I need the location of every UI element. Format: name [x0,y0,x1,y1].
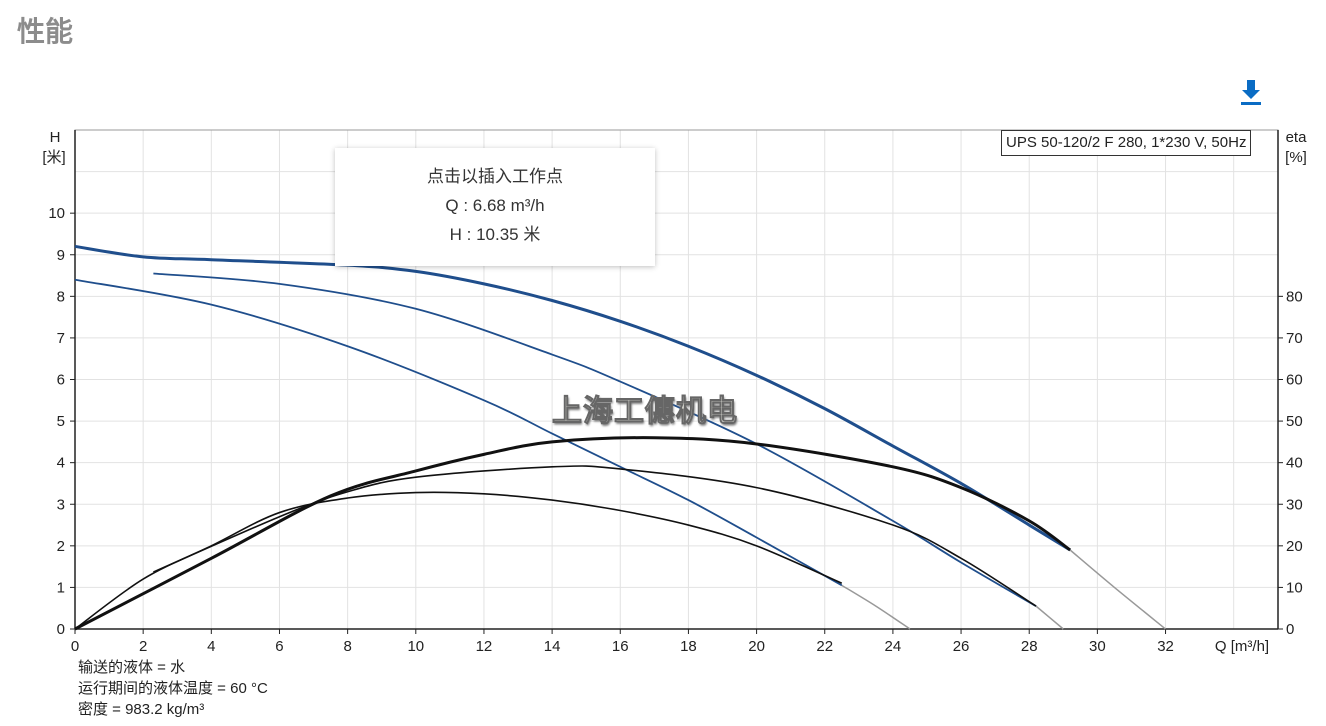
head-curve-2 [153,272,1037,607]
tooltip-hint: 点击以插入工作点 [427,167,563,186]
head-curve-extension-3 [841,584,911,630]
y-tick-label: 4 [57,455,65,472]
x-tick-label: 28 [1021,638,1038,655]
y-tick-label: 1 [57,579,65,596]
eta-curve-2 [153,465,1037,607]
head-curve-3 [74,278,843,587]
x-tick-label: 32 [1157,638,1174,655]
density-note: 密度 = 983.2 kg/m³ [78,701,205,718]
eta-tick-label: 0 [1286,621,1294,638]
eta-tick-label: 10 [1286,579,1303,596]
y-tick-label: 9 [57,247,65,264]
tooltip: 点击以插入工作点 Q : 6.68 m³/h H : 10.35 米 [335,148,655,266]
download-icon[interactable] [1238,78,1264,106]
tooltip-h: H : 10.35 米 [449,225,541,244]
eta-axis-label: eta [1286,129,1308,146]
y-tick-label: 0 [57,621,65,638]
eta-tick-label: 30 [1286,496,1303,513]
page-title: 性能 [17,16,74,47]
y-tick-label: 5 [57,413,65,430]
x-tick-label: 26 [953,638,970,655]
head-curve-extension-1 [1069,549,1167,630]
fluid-note: 输送的液体 = 水 [78,659,186,676]
head-curve-1 [74,244,1071,552]
x-tick-label: 14 [544,638,561,655]
conditions-notes: 输送的液体 = 水 运行期间的液体温度 = 60 °C 密度 = 983.2 k… [78,657,268,720]
eta-axis-unit: [%] [1285,149,1307,166]
x-tick-label: 12 [476,638,493,655]
x-tick-label: 6 [275,638,283,655]
eta-curve-3 [74,491,843,630]
x-axis-label: Q [m³/h] [1215,638,1269,655]
x-tick-label: 2 [139,638,147,655]
tooltip-q: Q : 6.68 m³/h [445,196,545,215]
x-tick-label: 24 [885,638,902,655]
y-axis-label: H [50,129,61,146]
eta-tick-label: 60 [1286,372,1303,389]
legend: UPS 50-120/2 F 280, 1*230 V, 50Hz [1001,130,1252,156]
x-tick-label: 20 [748,638,765,655]
eta-tick-label: 70 [1286,330,1303,347]
eta-curve-1 [74,436,1071,631]
x-tick-label: 0 [71,638,79,655]
eta-tick-label: 20 [1286,538,1303,555]
x-tick-label: 16 [612,638,629,655]
y-tick-label: 10 [48,205,65,222]
y-axis-unit: [米] [42,149,65,166]
x-tick-label: 4 [207,638,215,655]
x-tick-label: 30 [1089,638,1106,655]
eta-tick-label: 80 [1286,288,1303,305]
x-tick-label: 18 [680,638,697,655]
x-tick-label: 10 [407,638,424,655]
y-tick-label: 7 [57,330,65,347]
x-tick-label: 8 [343,638,351,655]
eta-tick-label: 40 [1286,455,1303,472]
y-tick-label: 6 [57,372,65,389]
x-tick-label: 22 [816,638,833,655]
y-tick-label: 2 [57,538,65,555]
head-curve-extension-2 [1035,605,1064,630]
eta-tick-label: 50 [1286,413,1303,430]
y-tick-label: 3 [57,496,65,513]
y-tick-label: 8 [57,288,65,305]
temperature-note: 运行期间的液体温度 = 60 °C [78,680,268,697]
watermark: 上海工僡机电 [552,395,738,429]
